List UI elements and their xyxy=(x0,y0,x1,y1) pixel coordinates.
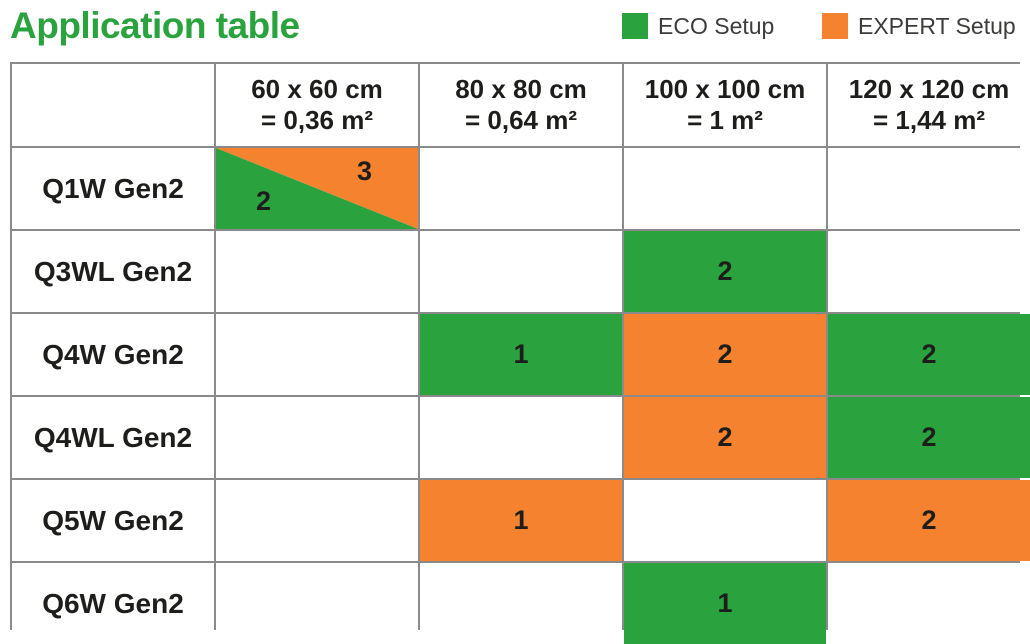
table-cell xyxy=(420,397,622,478)
column-header-size: 100 x 100 cm xyxy=(644,74,806,104)
table-cell xyxy=(420,231,622,312)
table-cell: 2 xyxy=(828,397,1030,478)
table-cell xyxy=(216,314,418,395)
legend-expert-label: EXPERT Setup xyxy=(858,12,1016,39)
table-cell: 2 xyxy=(624,397,826,478)
legend-eco-label: ECO Setup xyxy=(658,12,775,39)
column-header-size: 80 x 80 cm xyxy=(455,74,587,104)
row-label: Q4WL Gen2 xyxy=(12,397,214,478)
column-header: 120 x 120 cm = 1,44 m² xyxy=(828,64,1030,146)
column-header-area: = 1,44 m² xyxy=(872,105,985,135)
table-cell: 1 xyxy=(624,563,826,644)
column-header: 60 x 60 cm = 0,36 m² xyxy=(216,64,418,146)
table-cell xyxy=(216,480,418,561)
legend-expert-swatch xyxy=(822,13,848,39)
column-header-area: = 0,36 m² xyxy=(260,105,373,135)
table-cell: 2 xyxy=(624,314,826,395)
application-table: 60 x 60 cm = 0,36 m² 80 x 80 cm = 0,64 m² 10… xyxy=(10,62,1030,644)
table-cell xyxy=(216,397,418,478)
table-cell: 1 xyxy=(420,480,622,561)
column-header-area: = 0,64 m² xyxy=(464,105,577,135)
expert-value: 3 xyxy=(356,156,372,186)
table-cell xyxy=(420,563,622,644)
table-cell xyxy=(624,148,826,229)
table-cell: 1 xyxy=(420,314,622,395)
column-header-size: 60 x 60 cm xyxy=(251,74,383,104)
column-header-area: = 1 m² xyxy=(687,105,763,135)
eco-value: 2 xyxy=(256,186,272,216)
header-corner-cell xyxy=(12,64,214,146)
table-cell xyxy=(216,563,418,644)
table-cell xyxy=(624,480,826,561)
table-cell xyxy=(828,231,1030,312)
column-header-size: 120 x 120 cm xyxy=(848,74,1010,104)
row-label: Q6W Gen2 xyxy=(12,563,214,644)
table-cell xyxy=(828,148,1030,229)
row-label: Q3WL Gen2 xyxy=(12,231,214,312)
row-label: Q4W Gen2 xyxy=(12,314,214,395)
row-label: Q1W Gen2 xyxy=(12,148,214,229)
eco-triangle xyxy=(216,148,418,229)
column-header: 100 x 100 cm = 1 m² xyxy=(624,64,826,146)
row-label: Q5W Gen2 xyxy=(12,480,214,561)
table-cell: 2 xyxy=(828,480,1030,561)
column-header: 80 x 80 cm = 0,64 m² xyxy=(420,64,622,146)
table-cell: 2 xyxy=(624,231,826,312)
split-diagonal-graphic xyxy=(216,148,418,229)
legend-expert: EXPERT Setup xyxy=(822,12,1016,40)
legend-eco: ECO Setup xyxy=(622,12,774,40)
legend-eco-swatch xyxy=(622,13,648,39)
table-cell: 2 xyxy=(828,314,1030,395)
table-cell xyxy=(216,231,418,312)
table-cell xyxy=(828,563,1030,644)
page-title: Application table xyxy=(10,5,300,46)
table-cell xyxy=(420,148,622,229)
